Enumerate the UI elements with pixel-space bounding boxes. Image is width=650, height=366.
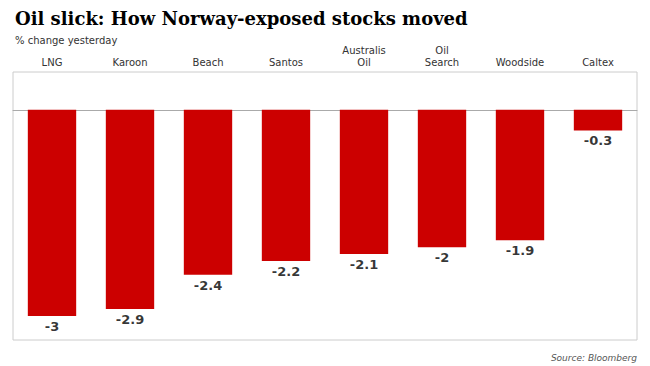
svg-text:-2: -2 [435, 250, 449, 265]
svg-text:-0.3: -0.3 [584, 133, 612, 148]
svg-text:-2.2: -2.2 [272, 264, 300, 279]
svg-text:-3: -3 [45, 319, 59, 334]
svg-text:-2.4: -2.4 [194, 278, 222, 293]
svg-text:% change yesterday: % change yesterday [15, 35, 117, 46]
svg-text:Source: Bloomberg: Source: Bloomberg [551, 353, 637, 363]
svg-text:LNG: LNG [42, 57, 63, 68]
svg-text:Santos: Santos [269, 57, 303, 68]
svg-text:-2.1: -2.1 [350, 257, 378, 272]
svg-text:Karoon: Karoon [113, 57, 148, 68]
svg-text:Oil slick: How Norway-exposed: Oil slick: How Norway-exposed stocks mov… [15, 8, 468, 29]
svg-text:-2.9: -2.9 [116, 312, 144, 327]
svg-text:Oil: Oil [357, 57, 370, 68]
svg-text:Caltex: Caltex [582, 57, 614, 68]
svg-text:-1.9: -1.9 [506, 243, 534, 258]
svg-text:Beach: Beach [193, 57, 224, 68]
svg-text:Oil: Oil [435, 45, 448, 56]
svg-text:Australis: Australis [342, 45, 385, 56]
svg-text:Woodside: Woodside [496, 57, 544, 68]
svg-text:Search: Search [425, 57, 459, 68]
